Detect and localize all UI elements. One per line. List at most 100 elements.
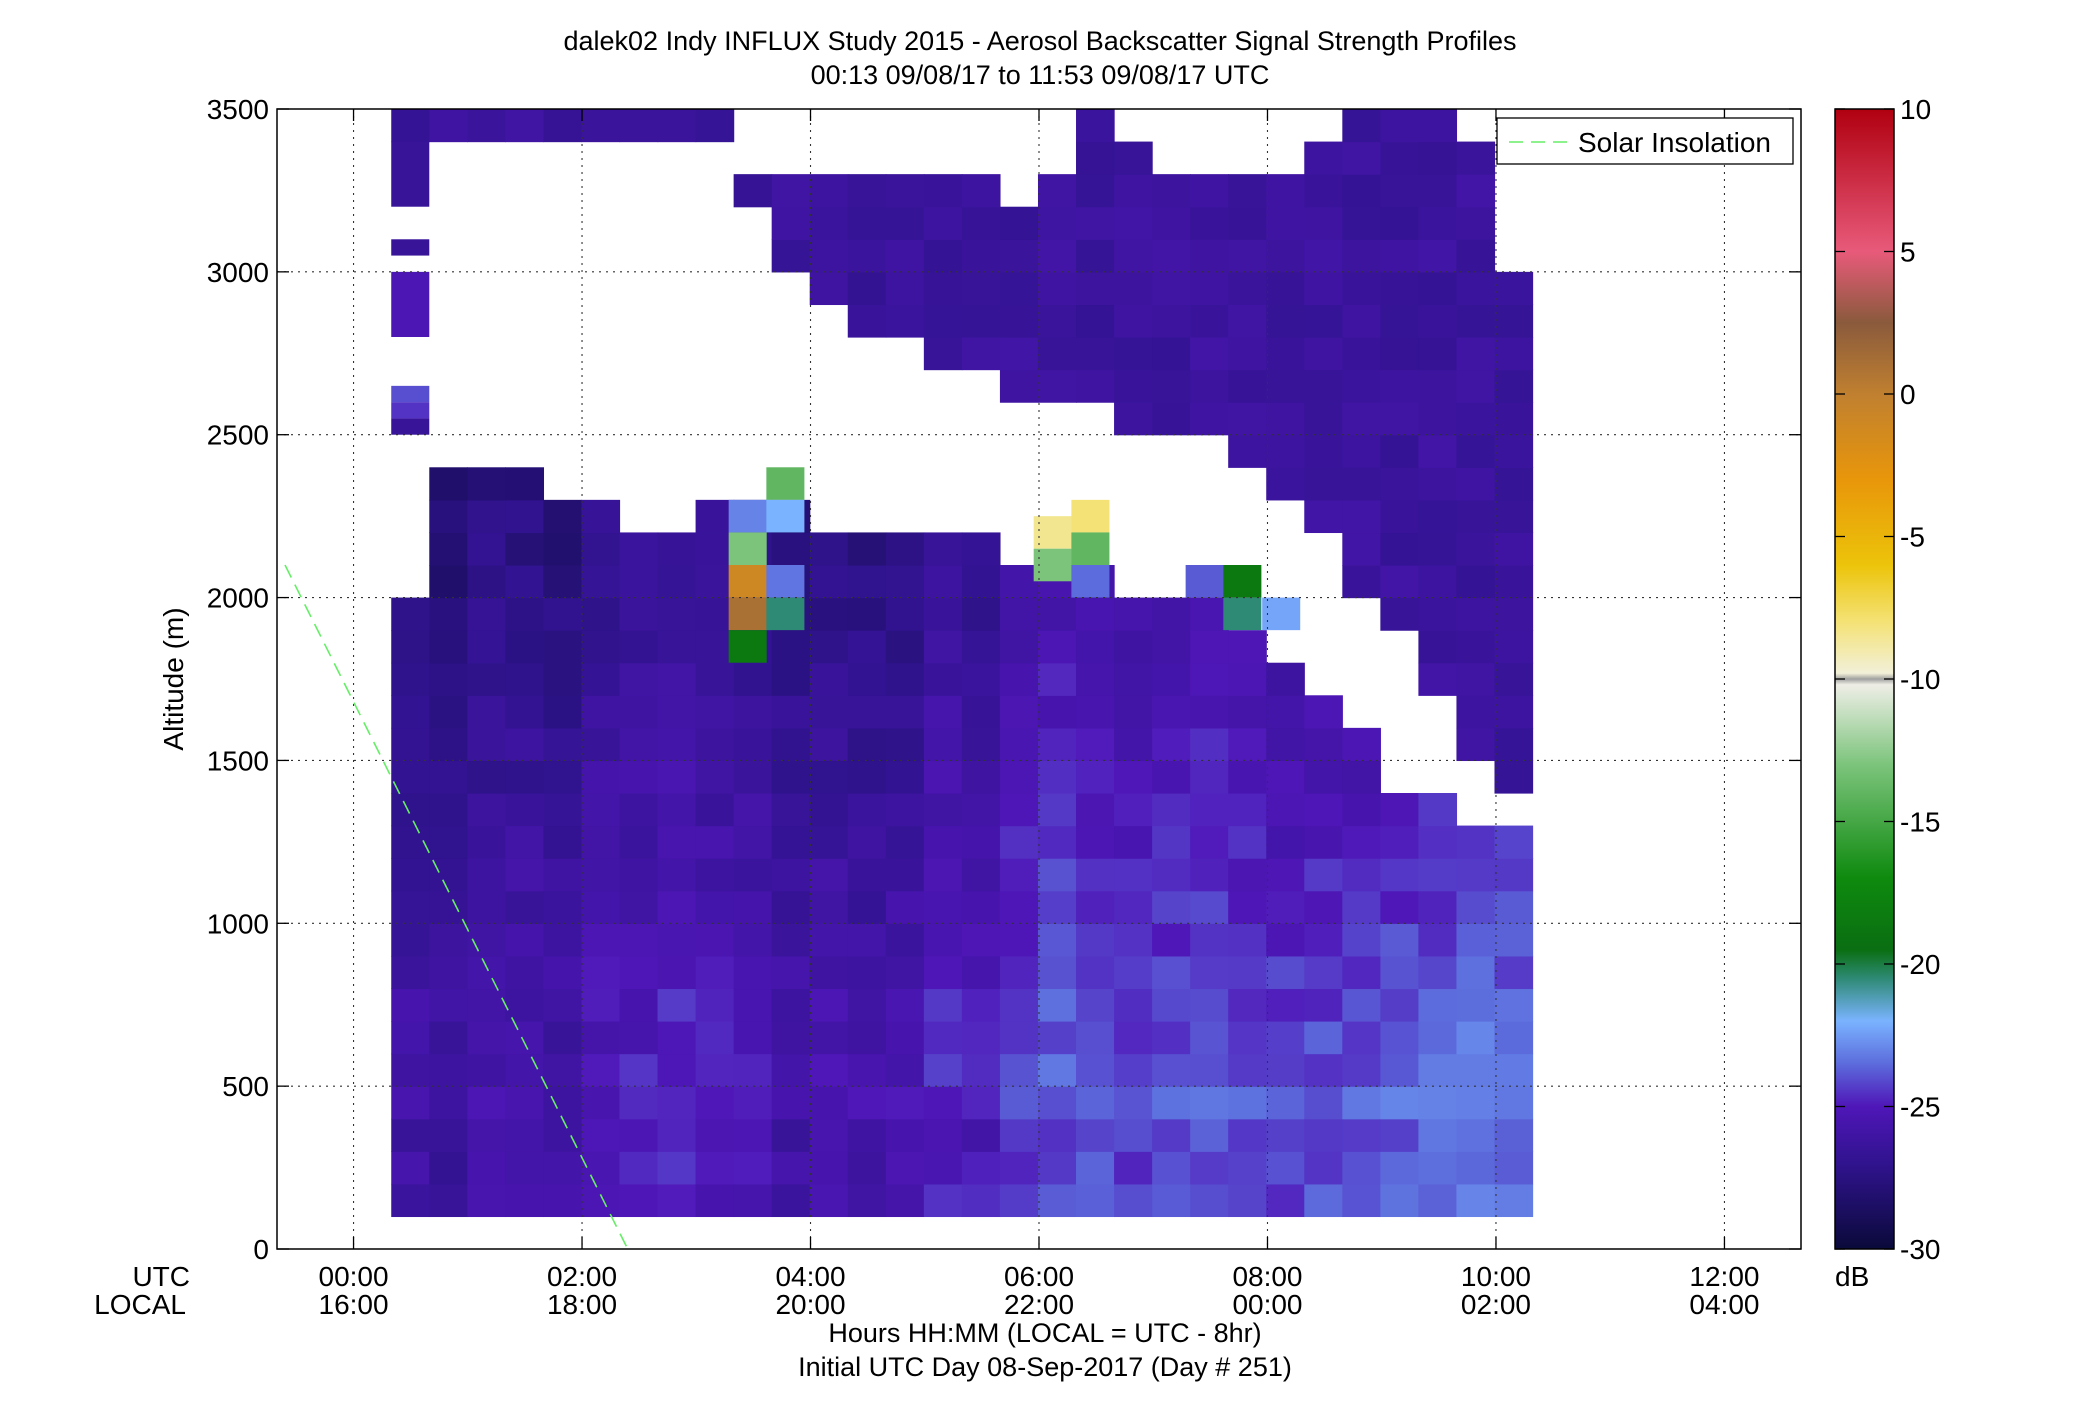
heatmap-cell [885, 597, 925, 631]
heatmap-cell [961, 1118, 1001, 1152]
heatmap-cell [923, 304, 963, 338]
heatmap-cell [1152, 402, 1191, 436]
heatmap-cell [467, 630, 506, 664]
heatmap-cell [847, 858, 887, 892]
x-tick-label-local: 20:00 [775, 1289, 845, 1320]
heatmap-cell [1152, 988, 1191, 1022]
heatmap-cell [923, 1086, 963, 1120]
heatmap-cell [1228, 727, 1267, 762]
heatmap-cell [961, 955, 1001, 990]
x-tick-label-local: 02:00 [1461, 1289, 1531, 1320]
heatmap-cell [543, 109, 583, 143]
heatmap-cell [1190, 369, 1229, 403]
heatmap-cell [695, 1151, 735, 1185]
y-axis: 0 500 1000 1500 2000 2500 3000 3500 [207, 94, 1801, 1265]
heatmap-cell [1456, 239, 1496, 273]
heatmap-cell [429, 890, 468, 924]
heatmap-cell [961, 565, 1001, 599]
heatmap-cell [619, 760, 659, 794]
heatmap-cell [809, 825, 849, 859]
heatmap-cell [1076, 1183, 1115, 1218]
heatmap-cell [1152, 1151, 1191, 1185]
heatmap-cell [1494, 1118, 1534, 1152]
heatmap-cell [728, 499, 767, 533]
y-tick-label: 0 [253, 1234, 269, 1265]
heatmap-cell [505, 630, 545, 664]
heatmap-cell [885, 760, 925, 794]
heatmap-cell [1380, 923, 1420, 957]
heatmap-cell [429, 695, 468, 729]
heatmap-cell [1152, 337, 1191, 371]
heatmap-cell [847, 1118, 887, 1152]
heatmap-cell [1266, 760, 1305, 794]
x-tick-label-local: 18:00 [547, 1289, 617, 1320]
heatmap-cell [619, 1151, 659, 1185]
heatmap-cell [1114, 369, 1153, 403]
heatmap-cell [1304, 141, 1343, 175]
heatmap-cell [1266, 988, 1305, 1022]
heatmap-cell [1228, 890, 1267, 924]
heatmap-cell [1494, 890, 1534, 924]
y-axis-label: Altitude (m) [158, 607, 189, 750]
heatmap-cell [429, 662, 468, 696]
heatmap-cell [1494, 760, 1534, 794]
heatmap-cell [1076, 337, 1115, 371]
heatmap-cell [1266, 1021, 1305, 1055]
heatmap-cell [1418, 565, 1458, 599]
heatmap-cell [999, 597, 1039, 631]
heatmap-cell [961, 923, 1001, 957]
heatmap-cell [1266, 955, 1305, 990]
heatmap-cell [543, 662, 583, 696]
heatmap-cell [581, 923, 621, 957]
heatmap-cell [619, 923, 659, 957]
heatmap-cell [467, 825, 506, 859]
heatmap-cell [961, 206, 1001, 240]
heatmap-cell [543, 1021, 583, 1055]
heatmap-cell [1037, 239, 1077, 273]
heatmap-cell [543, 499, 583, 534]
heatmap-cell [1342, 760, 1381, 794]
heatmap-cell [1076, 597, 1115, 631]
heatmap-cell [1114, 304, 1153, 338]
heatmap-cell [999, 988, 1039, 1022]
heatmap-cell [1190, 174, 1229, 208]
heatmap-cell [619, 1118, 659, 1152]
heatmap-cell [429, 532, 468, 566]
heatmap-cell [1418, 1086, 1458, 1120]
heatmap-cell [1342, 239, 1381, 273]
heatmap-cell [1304, 434, 1343, 468]
heatmap-cell [1114, 1021, 1153, 1055]
heatmap-cell [733, 1118, 773, 1152]
heatmap-cell [923, 662, 963, 696]
heatmap-cell [999, 1086, 1039, 1120]
heatmap-cell [1037, 1021, 1077, 1055]
heatmap-cell [543, 858, 583, 892]
heatmap-cell [1342, 955, 1381, 990]
heatmap-cell [847, 890, 887, 924]
heatmap-cell [1037, 858, 1077, 892]
heatmap-cell [809, 727, 849, 762]
heatmap-cell [771, 239, 811, 273]
heatmap-cell [885, 955, 925, 990]
heatmap-cell [809, 890, 849, 924]
heatmap-cell [543, 695, 583, 729]
heatmap-cell [391, 923, 430, 957]
heatmap-cell [543, 630, 583, 664]
heatmap-cell [1456, 597, 1496, 631]
heatmap-cell [1076, 988, 1115, 1022]
heatmap-cell [467, 499, 506, 534]
heatmap-cell [581, 825, 621, 859]
heatmap-cell [1418, 271, 1458, 306]
heatmap-cell [847, 727, 887, 762]
heatmap-cell [619, 109, 659, 143]
heatmap-cell [1114, 271, 1153, 306]
heatmap-cell [467, 695, 506, 729]
heatmap-cell [1304, 825, 1343, 859]
heatmap-cell [1494, 499, 1534, 534]
heatmap-cell [733, 1183, 773, 1218]
heatmap-cell [391, 597, 430, 631]
heatmap-cell [1114, 402, 1153, 436]
heatmap-cell [467, 760, 506, 794]
heatmap-cell [695, 858, 735, 892]
heatmap-cell [1418, 1021, 1458, 1055]
